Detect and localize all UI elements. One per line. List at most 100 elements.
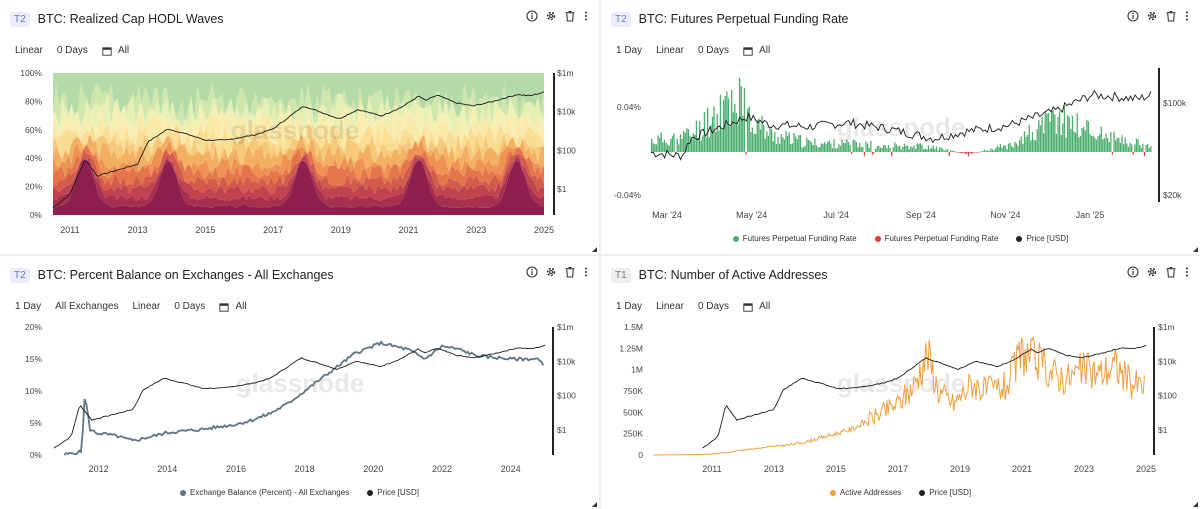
funding-bar: [849, 144, 851, 152]
more-vertical-icon[interactable]: [583, 10, 589, 22]
funding-bar: [748, 106, 750, 152]
info-icon[interactable]: [1127, 266, 1139, 278]
info-icon[interactable]: [1127, 10, 1139, 22]
legend-item[interactable]: Exchange Balance (Percent) - All Exchang…: [180, 488, 349, 497]
funding-bar: [916, 143, 918, 152]
range-select[interactable]: All: [738, 42, 775, 59]
gear-icon[interactable]: [1146, 10, 1158, 22]
legend-item[interactable]: Futures Perpetual Funding Rate: [732, 234, 857, 243]
more-vertical-icon[interactable]: [1184, 266, 1190, 278]
gear-icon[interactable]: [545, 10, 557, 22]
y-right-tick-label: $100k: [1163, 98, 1187, 108]
funding-bar: [1145, 145, 1147, 152]
legend-swatch: [829, 489, 836, 496]
gear-icon[interactable]: [545, 266, 557, 278]
legend-item[interactable]: Price [USD]: [367, 488, 419, 497]
trash-icon[interactable]: [1165, 266, 1177, 278]
hodl-band: [53, 103, 544, 142]
resize-handle[interactable]: [1193, 247, 1198, 252]
trash-icon[interactable]: [564, 10, 576, 22]
funding-bar: [711, 116, 714, 152]
scale-toggle[interactable]: Linear: [132, 301, 161, 312]
panel-actions: [526, 266, 589, 278]
funding-bar: [943, 150, 946, 152]
funding-bar: [708, 137, 710, 152]
trash-icon[interactable]: [1165, 10, 1177, 22]
funding-bar: [827, 142, 829, 152]
x-tick-label: Jul '24: [823, 210, 849, 220]
funding-bar: [1127, 146, 1130, 152]
funding-bar: [833, 139, 835, 152]
range-select[interactable]: All: [738, 298, 775, 315]
funding-bar: [998, 147, 1000, 152]
x-tick-label: 2022: [432, 464, 452, 474]
funding-bar: [772, 141, 774, 152]
y-tick-label: 1.25M: [619, 343, 643, 353]
resize-handle[interactable]: [592, 247, 597, 252]
resize-handle[interactable]: [1193, 502, 1198, 507]
x-tick-label: 2013: [764, 464, 784, 474]
range-select[interactable]: All: [214, 298, 251, 315]
legend-item[interactable]: Futures Perpetual Funding Rate: [874, 234, 998, 243]
funding-bar: [892, 147, 894, 152]
range-label: All: [117, 45, 130, 56]
info-icon[interactable]: [526, 10, 538, 22]
resize-handle[interactable]: [592, 502, 597, 507]
scale-toggle[interactable]: Linear: [15, 45, 43, 56]
funding-bar: [713, 106, 715, 152]
funding-bar: [1060, 134, 1062, 152]
legend-item[interactable]: Active Addresses: [829, 488, 901, 497]
smoothing-select[interactable]: 0 Days: [697, 301, 730, 312]
x-tick-label: 2011: [60, 225, 79, 235]
funding-bar: [977, 152, 979, 153]
funding-bar: [1092, 135, 1094, 152]
smoothing-select[interactable]: 0 Days: [56, 45, 88, 56]
more-vertical-icon[interactable]: [1184, 10, 1190, 22]
legend-item[interactable]: Price [USD]: [919, 488, 971, 497]
funding-bar: [1020, 136, 1022, 152]
funding-bar: [777, 136, 779, 152]
x-tick-label: 2014: [157, 464, 177, 474]
legend-item[interactable]: Price [USD]: [1016, 234, 1068, 243]
exchange-select[interactable]: All Exchanges: [55, 301, 119, 312]
funding-bar: [1132, 152, 1134, 155]
x-tick-label: 2025: [1136, 464, 1156, 474]
info-icon[interactable]: [526, 266, 538, 278]
scale-toggle[interactable]: Linear: [656, 45, 684, 56]
funding-bar: [750, 132, 752, 152]
trash-icon[interactable]: [564, 266, 576, 278]
range-select[interactable]: All: [97, 42, 134, 59]
legend-swatch: [367, 489, 374, 496]
y-right-tick-label: $100: [557, 391, 576, 401]
funding-bar: [1097, 136, 1099, 152]
funding-bar: [1019, 140, 1021, 152]
funding-bar: [971, 152, 973, 154]
resolution-select[interactable]: 1 Day: [616, 45, 643, 56]
funding-bar: [659, 137, 661, 152]
gear-icon[interactable]: [1146, 266, 1158, 278]
resolution-select[interactable]: 1 Day: [15, 301, 42, 312]
funding-bar: [739, 77, 741, 152]
funding-bar: [862, 146, 864, 152]
scale-toggle[interactable]: Linear: [656, 301, 684, 312]
funding-bar: [671, 136, 674, 152]
funding-bar: [817, 147, 819, 152]
resolution-select[interactable]: 1 Day: [616, 301, 643, 312]
active-addresses-line: [653, 335, 1145, 456]
smoothing-select[interactable]: 0 Days: [174, 301, 206, 312]
funding-bar: [1131, 144, 1133, 152]
x-tick-label: Sep '24: [906, 210, 936, 220]
funding-bar: [1046, 113, 1048, 152]
funding-bar: [1083, 126, 1085, 152]
funding-bar: [961, 152, 963, 154]
funding-bar: [1123, 144, 1125, 152]
smoothing-select[interactable]: 0 Days: [697, 45, 730, 56]
more-vertical-icon[interactable]: [583, 266, 589, 278]
funding-bar: [801, 147, 803, 152]
funding-bar: [828, 140, 830, 152]
funding-bar: [1150, 146, 1152, 152]
funding-bar: [1007, 143, 1010, 152]
funding-bar: [891, 152, 893, 157]
funding-bar: [1086, 120, 1088, 152]
funding-bar: [835, 148, 837, 152]
